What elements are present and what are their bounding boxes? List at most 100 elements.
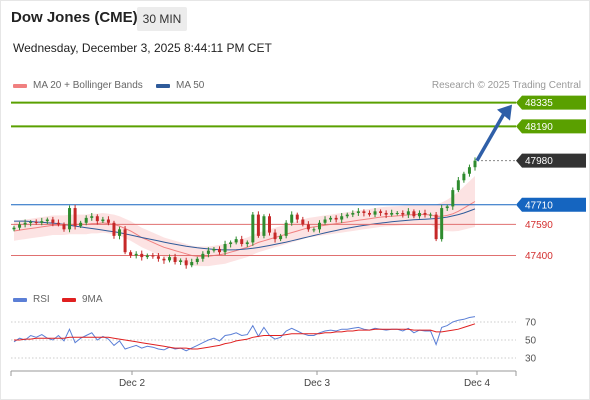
rsi-ma-swatch <box>62 297 76 302</box>
candle-body <box>351 212 355 215</box>
candle-body <box>317 222 321 230</box>
candle-body <box>73 208 77 227</box>
candle-body <box>251 214 255 243</box>
candle-body <box>445 206 449 209</box>
candle-body <box>95 216 99 222</box>
ma20-line <box>13 201 476 257</box>
candle-body <box>156 256 160 259</box>
rsi-panel: 30 50 70 <box>11 316 537 365</box>
candle-body <box>290 214 294 223</box>
candle-body <box>295 214 299 220</box>
candle-body <box>412 211 416 217</box>
legend-rsi-label: RSI <box>33 294 50 305</box>
legend-bollinger: MA 20 + Bollinger Bands <box>13 80 143 91</box>
candle-body <box>356 211 360 213</box>
candle-body <box>218 248 222 253</box>
candle-body <box>29 221 33 223</box>
candle-body <box>429 214 433 216</box>
support-2-label: 47400 <box>525 251 553 262</box>
candle-body <box>329 217 333 220</box>
candle-body <box>18 224 22 228</box>
candle-body <box>223 244 227 253</box>
x-axis: Dec 2 Dec 3 Dec 4 <box>10 370 517 389</box>
current-price-label: 47980 <box>525 156 553 167</box>
candle-body <box>179 260 183 263</box>
legend-rsi-ma-label: 9MA <box>82 294 103 305</box>
candle-body <box>123 229 127 253</box>
target-2-label: 48335 <box>525 98 553 109</box>
candle-body <box>173 257 177 263</box>
pivot-tag <box>516 197 586 212</box>
candle-body <box>84 217 88 223</box>
instrument-title: Dow Jones (CME) <box>11 9 138 26</box>
candle-body <box>367 212 371 215</box>
candle-body <box>284 222 288 236</box>
candle-body <box>345 214 349 217</box>
timeframe-button[interactable]: 30 MIN <box>137 7 187 31</box>
legend-rsi: RSI <box>13 294 50 305</box>
candle-body <box>362 211 366 213</box>
candle-body <box>112 222 116 236</box>
candle-body <box>301 219 305 225</box>
candle-body <box>384 212 388 215</box>
legend-bollinger-label: MA 20 + Bollinger Bands <box>33 80 143 91</box>
candle-body <box>12 227 16 230</box>
candle-body <box>101 219 105 222</box>
candle-body <box>256 214 260 236</box>
target-1-tag <box>516 119 586 134</box>
candle-body <box>373 211 377 215</box>
candle-body <box>140 253 144 258</box>
candle-body <box>306 224 310 230</box>
candle-body <box>456 180 460 191</box>
candle-body <box>240 239 244 245</box>
candle-body <box>434 214 438 240</box>
legend-ma50: MA 50 <box>156 80 204 91</box>
candle-body <box>212 248 216 251</box>
candle-body <box>62 224 66 230</box>
candle-body <box>34 221 38 223</box>
candle-body <box>106 219 110 223</box>
chart-header: Dow Jones (CME) 30 MIN <box>0 0 590 36</box>
rsi-tick-label: 30 <box>525 354 537 365</box>
forecast-arrowhead <box>497 104 512 121</box>
rsi-ma-line <box>14 323 476 350</box>
candle-body <box>68 208 72 230</box>
candle-body <box>90 216 94 218</box>
legend-ma50-label: MA 50 <box>176 80 205 91</box>
candle-body <box>440 208 444 240</box>
candle-body <box>151 255 155 257</box>
datetime-label: Wednesday, December 3, 2025 8:44:11 PM C… <box>13 41 272 55</box>
x-tick-label: Dec 4 <box>464 378 491 389</box>
candle-body <box>312 229 316 231</box>
candle-body <box>51 219 55 223</box>
candle-body <box>234 239 238 243</box>
candle-body <box>323 219 327 223</box>
candle-body <box>262 216 266 236</box>
candle-body <box>334 217 338 220</box>
support-1-label: 47590 <box>525 220 553 231</box>
candle-body <box>401 212 405 215</box>
candle-body <box>56 222 60 225</box>
x-tick-label: Dec 3 <box>304 378 331 389</box>
moving-average-layer <box>13 201 476 257</box>
forecast-arrow <box>475 112 506 162</box>
candle-body <box>417 212 421 217</box>
candles-layer <box>12 157 477 269</box>
candle-body <box>23 222 27 225</box>
candle-body <box>467 167 471 174</box>
ma50-swatch <box>156 83 170 88</box>
candle-body <box>168 257 172 261</box>
candle-body <box>129 252 133 256</box>
candle-body <box>195 258 199 263</box>
candle-body <box>279 235 283 240</box>
candle-body <box>134 253 138 256</box>
x-tick-label: Dec 2 <box>119 378 146 389</box>
candle-body <box>40 221 44 223</box>
credit-label: Research © 2025 Trading Central <box>431 80 581 91</box>
candle-body <box>390 212 394 215</box>
rsi-tick-label: 50 <box>525 336 537 347</box>
forecast-arrow-layer <box>475 104 512 162</box>
candle-body <box>229 242 233 245</box>
current-price-tag <box>516 153 586 168</box>
